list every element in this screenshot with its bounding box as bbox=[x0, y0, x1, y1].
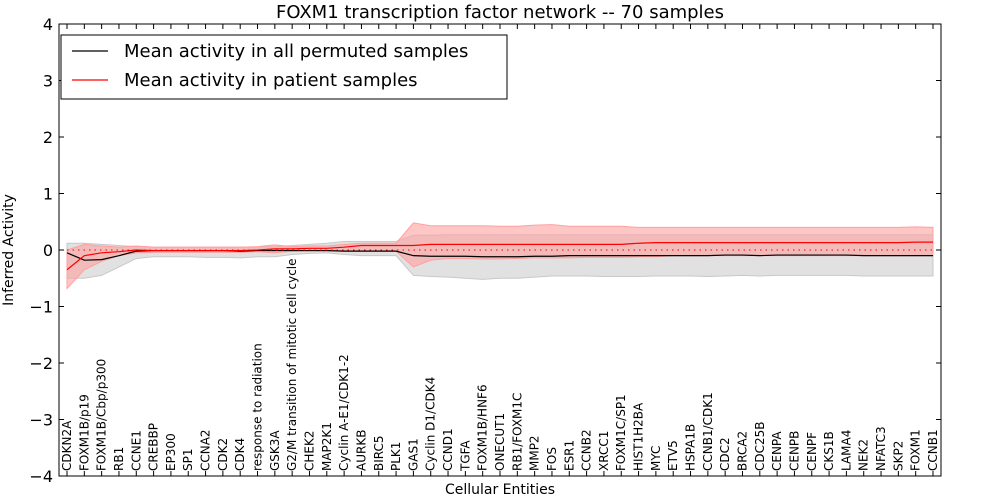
x-category-label: HIST1H2BA bbox=[632, 402, 646, 471]
y-axis-label: Inferred Activity bbox=[1, 194, 17, 306]
x-category-label: CCNB1/CDK1 bbox=[701, 392, 715, 471]
x-category-label: CENPF bbox=[805, 432, 819, 471]
series-line-1 bbox=[66, 241, 933, 271]
x-category-label: CCNE1 bbox=[129, 430, 143, 471]
x-category-label: response to radiation bbox=[251, 343, 265, 471]
x-category-label: SKP2 bbox=[891, 441, 905, 471]
x-category-label: CREBBP bbox=[147, 423, 161, 471]
x-category-label: CCNA2 bbox=[199, 429, 213, 471]
x-category-label: CENPB bbox=[787, 431, 801, 471]
y-tick-label: 0 bbox=[43, 241, 53, 260]
x-category-label: CKS1B bbox=[822, 431, 836, 471]
y-tick-label: 4 bbox=[43, 15, 53, 34]
x-category-label: MMP2 bbox=[528, 435, 542, 471]
x-category-label: NEK2 bbox=[857, 439, 871, 471]
x-category-label: ETV5 bbox=[666, 440, 680, 471]
y-tick-label: 1 bbox=[43, 185, 53, 204]
x-category-label: NFATC3 bbox=[874, 426, 888, 471]
y-tick-label: −4 bbox=[29, 467, 53, 486]
x-axis-label: Cellular Entities bbox=[445, 482, 555, 498]
x-category-label: RB1 bbox=[112, 447, 126, 471]
x-category-label: FOXM1B/HNF6 bbox=[476, 384, 490, 471]
y-tick-label: 3 bbox=[43, 72, 53, 91]
x-category-label: CCNB2 bbox=[580, 429, 594, 471]
x-category-label: PLK1 bbox=[389, 442, 403, 471]
x-category-label: EP300 bbox=[164, 433, 178, 471]
x-category-label: AURKB bbox=[354, 430, 368, 471]
x-category-label: GSK3A bbox=[268, 430, 282, 471]
x-category-label: BRCA2 bbox=[735, 431, 749, 471]
x-category-label: CCND1 bbox=[441, 428, 455, 471]
x-category-label: ONECUT1 bbox=[493, 413, 507, 471]
x-category-label: ESR1 bbox=[562, 440, 576, 471]
x-category-label: FOXM1 bbox=[909, 429, 923, 471]
x-category-label: CDC2 bbox=[718, 437, 732, 471]
y-tick-label: 2 bbox=[43, 128, 53, 147]
y-tick-label: −1 bbox=[29, 298, 53, 317]
x-category-label: FOXM1B/p19 bbox=[77, 394, 91, 471]
series-lines bbox=[66, 241, 933, 271]
x-category-label: CCNB1 bbox=[926, 429, 940, 471]
x-category-label: FOXM1C/SP1 bbox=[614, 394, 628, 471]
x-category-label: CENPA bbox=[770, 431, 784, 471]
x-category-label: HSPA1B bbox=[684, 424, 698, 471]
legend-box bbox=[60, 34, 508, 100]
x-category-label: CDK4 bbox=[233, 438, 247, 471]
x-category-label: CDK2 bbox=[216, 438, 230, 471]
x-category-label: Cyclin A-E1/CDK1-2 bbox=[337, 354, 351, 471]
legend: Mean activity in all permuted samples Me… bbox=[60, 34, 508, 100]
x-category-label: MYC bbox=[649, 446, 663, 471]
x-category-label: CHEK2 bbox=[302, 431, 316, 472]
legend-label-patient: Mean activity in patient samples bbox=[124, 70, 418, 91]
x-category-label: CDC25B bbox=[753, 422, 767, 472]
legend-label-permuted: Mean activity in all permuted samples bbox=[124, 41, 468, 62]
x-category-label: FOXM1B/Cbp/p300 bbox=[95, 359, 109, 471]
x-category-label: XRCC1 bbox=[597, 431, 611, 471]
x-category-label: TGFA bbox=[458, 440, 472, 472]
x-category-label: GAS1 bbox=[406, 438, 420, 471]
x-category-label: G2/M transition of mitotic cell cycle bbox=[285, 258, 299, 471]
x-category-label: FOS bbox=[545, 447, 559, 471]
y-tick-label: −3 bbox=[29, 411, 53, 430]
x-category-label: Cyclin D1/CDK4 bbox=[424, 377, 438, 471]
x-category-label: LAMA4 bbox=[839, 430, 853, 471]
y-tick-label: −2 bbox=[29, 354, 53, 373]
x-category-label: MAP2K1 bbox=[320, 422, 334, 471]
x-category-label: CDKN2A bbox=[60, 420, 74, 471]
chart-title: FOXM1 transcription factor network -- 70… bbox=[276, 2, 724, 23]
x-category-label: RB1/FOXM1C bbox=[510, 393, 524, 471]
x-category-label: SP1 bbox=[181, 449, 195, 472]
x-category-label: BIRC5 bbox=[372, 435, 386, 471]
y-axis-ticks: −4 −3 −2 −1 0 1 2 3 4 bbox=[29, 15, 941, 486]
x-axis-ticks: CDKN2A FOXM1B/p19 FOXM1B/Cbp/p300 RB1 CCNE1 C… bbox=[60, 24, 940, 476]
